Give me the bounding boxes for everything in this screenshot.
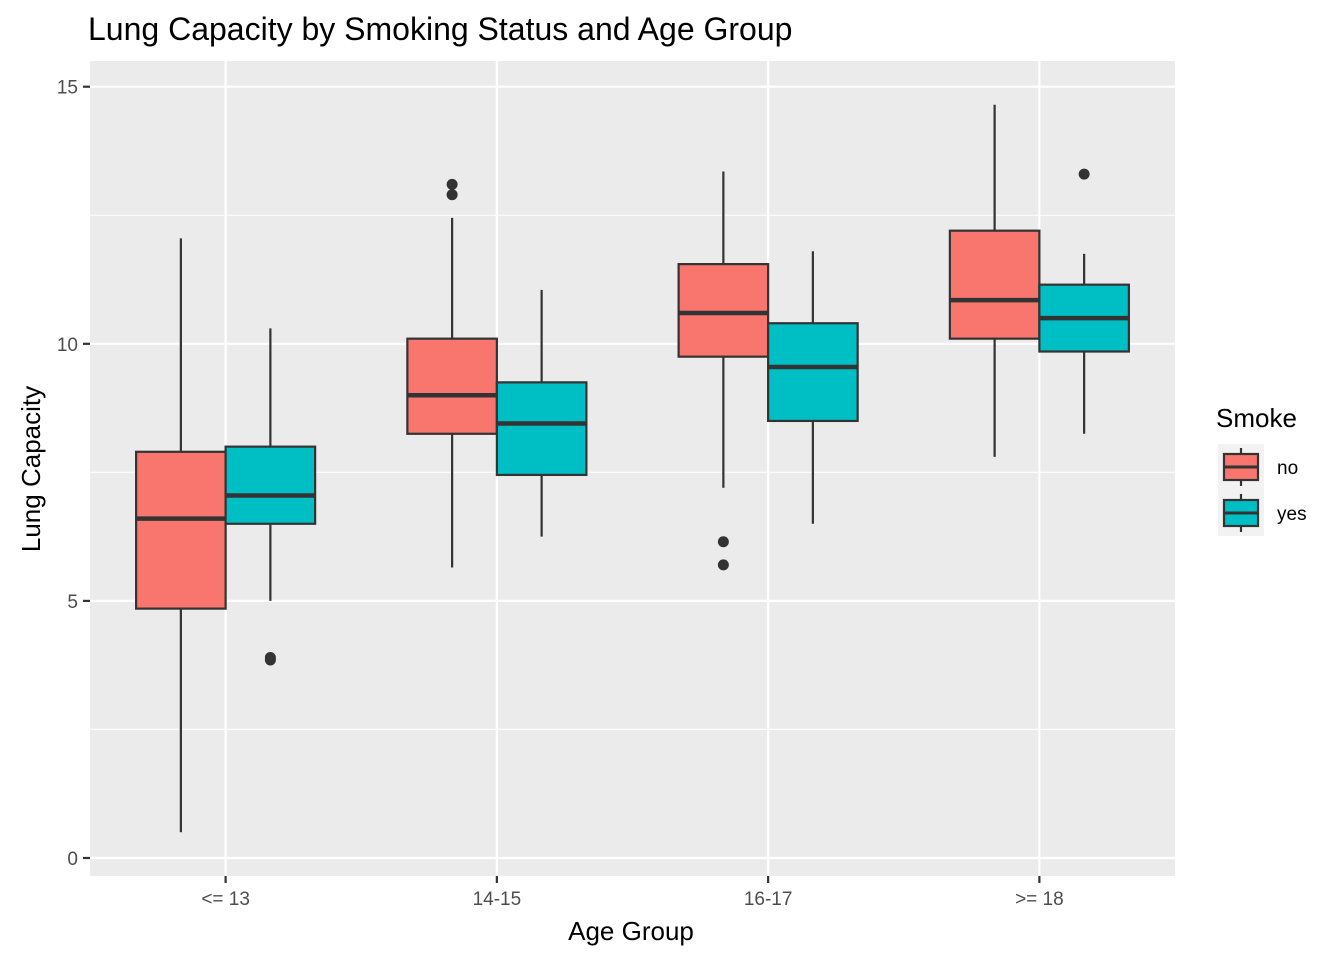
box-body bbox=[948, 229, 1041, 340]
box-yes-0 bbox=[224, 328, 317, 666]
outlier-point bbox=[1078, 168, 1090, 180]
x-tick-label: 14-15 bbox=[473, 889, 522, 910]
legend-label-no: no bbox=[1277, 458, 1298, 479]
legend-label-yes: yes bbox=[1277, 504, 1307, 525]
box-body bbox=[767, 322, 859, 423]
y-tick-label: 5 bbox=[67, 592, 78, 613]
y-tick-label: 0 bbox=[67, 849, 78, 870]
y-tick-label: 15 bbox=[57, 78, 78, 99]
box-yes-1 bbox=[495, 289, 588, 537]
y-tick-label: 10 bbox=[57, 335, 78, 356]
box-no-0 bbox=[135, 238, 227, 833]
y-axis-title: Lung Capacity bbox=[16, 386, 46, 552]
outlier-point bbox=[717, 559, 729, 571]
outlier-point bbox=[446, 178, 458, 190]
x-axis-title: Age Group bbox=[568, 916, 694, 946]
box-body bbox=[406, 337, 498, 435]
box-no-1 bbox=[406, 178, 498, 568]
x-tick-label: >= 18 bbox=[1015, 889, 1064, 910]
outlier-point bbox=[446, 189, 458, 201]
box-yes-2 bbox=[767, 251, 859, 524]
box-layer bbox=[135, 104, 1130, 833]
axes: 0 5 10 15 <= 13 14-15 16-17 >= 18 bbox=[57, 78, 1064, 910]
box-body bbox=[135, 450, 227, 610]
box-body bbox=[224, 445, 317, 525]
box-yes-3 bbox=[1038, 168, 1130, 434]
outlier-point bbox=[264, 651, 276, 663]
legend-item-yes: yes bbox=[1218, 490, 1307, 536]
legend-item-no: no bbox=[1218, 444, 1298, 490]
x-tick-label: <= 13 bbox=[201, 889, 250, 910]
chart-title: Lung Capacity by Smoking Status and Age … bbox=[88, 11, 792, 47]
legend: Smoke no yes bbox=[1216, 403, 1307, 536]
box-body bbox=[677, 263, 770, 358]
grid-lines bbox=[90, 61, 1175, 876]
box-no-2 bbox=[677, 171, 770, 571]
x-tick-label: 16-17 bbox=[744, 889, 793, 910]
box-body bbox=[495, 381, 588, 477]
legend-title: Smoke bbox=[1216, 403, 1297, 433]
box-no-3 bbox=[948, 104, 1041, 457]
outlier-point bbox=[717, 536, 729, 548]
